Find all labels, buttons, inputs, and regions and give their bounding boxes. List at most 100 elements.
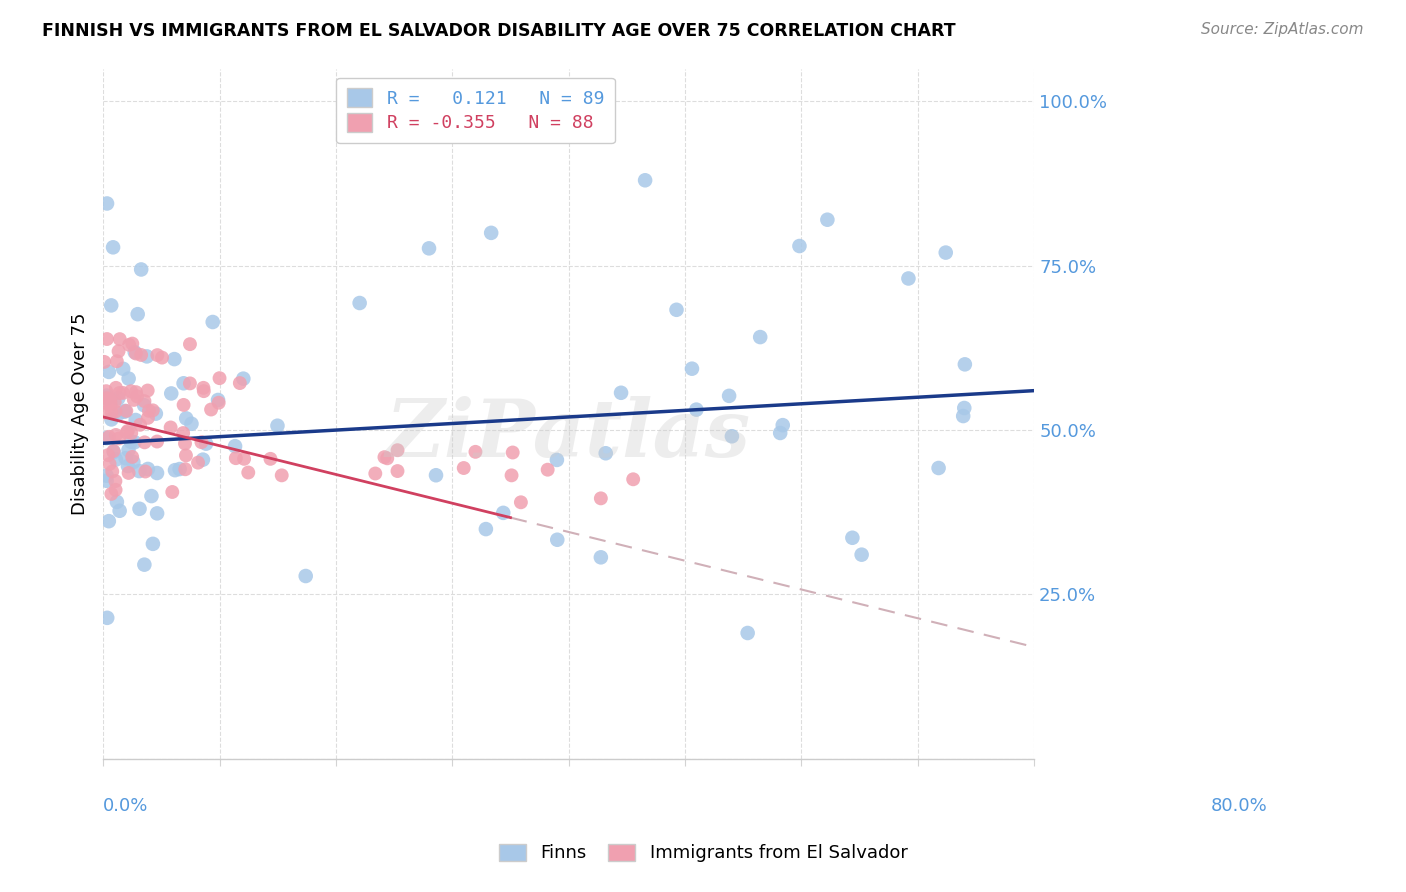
Point <box>201 315 224 329</box>
Point <box>125 413 148 427</box>
Point <box>125 346 148 360</box>
Point <box>162 485 184 500</box>
Point <box>595 446 617 460</box>
Point <box>111 386 134 401</box>
Point <box>97 398 120 412</box>
Point <box>114 451 136 466</box>
Point <box>208 371 231 385</box>
Point <box>117 443 139 458</box>
Point <box>841 531 863 545</box>
Point <box>104 428 127 442</box>
Point <box>120 425 142 440</box>
Point <box>225 451 247 466</box>
Point <box>122 392 145 407</box>
Point <box>134 558 156 572</box>
Point <box>174 462 197 476</box>
Point <box>121 336 143 351</box>
Point <box>98 430 121 444</box>
Point <box>294 569 316 583</box>
Point <box>464 445 486 459</box>
Point <box>117 424 139 438</box>
Point <box>96 196 118 211</box>
Text: Source: ZipAtlas.com: Source: ZipAtlas.com <box>1201 22 1364 37</box>
Point <box>97 365 120 379</box>
Point <box>928 461 950 475</box>
Point <box>125 385 148 400</box>
Text: 0.0%: 0.0% <box>103 797 149 814</box>
Point <box>104 404 127 418</box>
Point <box>259 451 281 466</box>
Point <box>737 626 759 640</box>
Point <box>93 406 115 420</box>
Point <box>141 489 163 503</box>
Y-axis label: Disability Age Over 75: Disability Age Over 75 <box>72 312 89 515</box>
Point <box>98 392 121 406</box>
Point <box>112 361 135 376</box>
Point <box>207 392 229 407</box>
Point <box>364 467 387 481</box>
Point <box>685 402 707 417</box>
Point <box>721 429 744 443</box>
Point <box>104 474 127 488</box>
Point <box>117 458 139 473</box>
Point <box>107 344 129 359</box>
Point <box>179 376 201 391</box>
Point <box>174 436 197 450</box>
Point <box>150 351 173 365</box>
Point <box>105 354 128 368</box>
Point <box>127 307 149 321</box>
Point <box>103 445 125 459</box>
Point <box>142 537 165 551</box>
Point <box>159 420 181 434</box>
Point <box>136 384 159 398</box>
Point <box>851 548 873 562</box>
Point <box>134 465 156 479</box>
Point <box>589 491 612 506</box>
Point <box>193 381 215 395</box>
Text: FINNISH VS IMMIGRANTS FROM EL SALVADOR DISABILITY AGE OVER 75 CORRELATION CHART: FINNISH VS IMMIGRANTS FROM EL SALVADOR D… <box>42 22 956 40</box>
Point <box>115 404 138 418</box>
Point <box>749 330 772 344</box>
Point <box>96 474 118 488</box>
Point <box>537 463 560 477</box>
Point <box>108 504 131 518</box>
Point <box>772 418 794 433</box>
Point <box>200 402 222 417</box>
Point <box>191 452 214 467</box>
Point <box>952 409 974 423</box>
Point <box>375 451 398 466</box>
Point <box>128 501 150 516</box>
Point <box>815 212 838 227</box>
Point <box>104 452 127 467</box>
Point <box>117 371 139 385</box>
Point <box>146 348 169 362</box>
Legend: R =   0.121   N = 89, R = -0.355   N = 88: R = 0.121 N = 89, R = -0.355 N = 88 <box>336 78 614 144</box>
Point <box>238 466 260 480</box>
Point <box>160 386 183 401</box>
Point <box>108 386 131 401</box>
Point <box>124 345 146 359</box>
Point <box>789 239 811 253</box>
Point <box>135 350 157 364</box>
Point <box>270 468 292 483</box>
Point <box>120 434 142 449</box>
Point <box>233 451 256 466</box>
Point <box>96 388 118 402</box>
Point <box>97 448 120 462</box>
Text: ZiPatlas: ZiPatlas <box>387 396 751 473</box>
Point <box>120 384 142 399</box>
Point <box>475 522 498 536</box>
Point <box>145 407 167 421</box>
Point <box>509 495 531 509</box>
Point <box>100 487 122 501</box>
Point <box>129 262 152 277</box>
Point <box>104 483 127 497</box>
Point <box>107 407 129 421</box>
Point <box>224 439 246 453</box>
Point <box>418 241 440 255</box>
Point <box>134 394 156 409</box>
Point <box>121 450 143 464</box>
Point <box>136 410 159 425</box>
Point <box>96 468 118 483</box>
Point <box>546 533 568 547</box>
